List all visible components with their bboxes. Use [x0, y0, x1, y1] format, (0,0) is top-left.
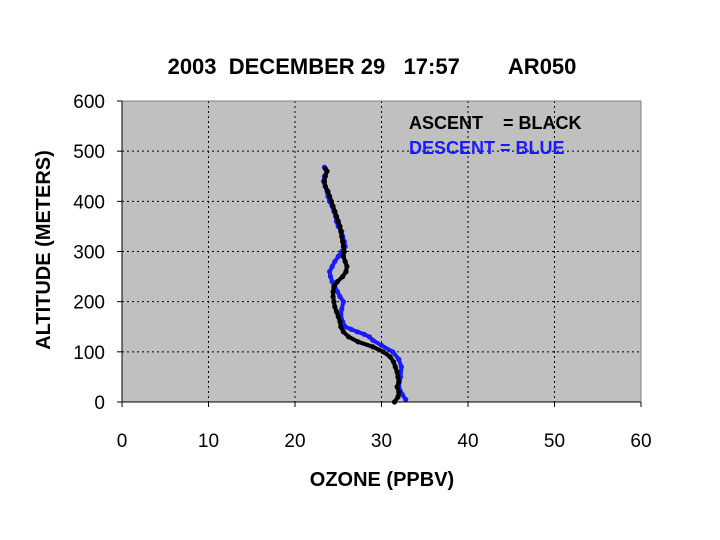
ascent-data-point — [333, 213, 340, 219]
descent-data-point — [398, 364, 404, 370]
ascent-data-point — [380, 349, 386, 355]
ascent-data-point — [344, 263, 350, 270]
ascent-data-point — [332, 208, 338, 214]
ascent-data-point — [396, 379, 402, 385]
y-tick-label: 400 — [73, 192, 105, 213]
ascent-data-point — [394, 384, 400, 390]
descent-data-point — [329, 263, 335, 270]
y-tick-label: 500 — [73, 142, 105, 163]
ascent-data-point — [346, 334, 352, 340]
ascent-data-point — [340, 243, 346, 250]
ascent-data-point — [322, 166, 328, 172]
y-tick-label: 100 — [73, 343, 105, 364]
descent-data-point — [329, 279, 335, 285]
ascent-data-point — [338, 228, 344, 234]
data-series — [320, 164, 409, 405]
ascent-data-point — [335, 218, 341, 224]
descent-data-point — [403, 396, 409, 403]
descent-data-point — [340, 299, 346, 305]
ascent-data-point — [339, 233, 345, 239]
x-tick-label: 20 — [284, 431, 305, 452]
ascent-data-point — [340, 238, 346, 245]
ascent-data-point — [341, 248, 347, 255]
ascent-data-point — [340, 253, 346, 260]
y-tick-label: 300 — [73, 243, 105, 264]
descent-data-point — [327, 274, 334, 280]
ascent-data-point — [330, 289, 336, 295]
descent-data-point — [361, 331, 367, 337]
ascent-data-point — [395, 394, 401, 400]
descent-data-point — [354, 329, 360, 335]
descent-data-point — [348, 326, 354, 332]
descent-data-point — [335, 253, 341, 260]
legend-entry-descent: DESCENT = BLUE — [409, 138, 565, 158]
ascent-data-point — [337, 319, 343, 325]
grid-lines — [122, 101, 641, 402]
ascent-data-point — [370, 344, 376, 350]
ascent-data-point — [337, 223, 343, 229]
ascent-data-point — [333, 309, 340, 315]
ascent-data-point — [327, 193, 333, 199]
descent-data-point — [342, 324, 348, 330]
descent-data-point — [327, 269, 333, 275]
ascent-data-point — [387, 354, 393, 360]
x-tick-label: 60 — [630, 431, 651, 452]
axes — [117, 100, 642, 407]
ascent-data-point — [325, 188, 331, 194]
ascent-data-point — [331, 299, 337, 305]
ascent-data-point — [395, 374, 401, 380]
chart-title: 2003 DECEMBER 29 17:57 AR050 — [168, 54, 577, 79]
ascent-data-point — [343, 269, 349, 275]
x-tick-label: 0 — [117, 431, 128, 452]
descent-data-point — [339, 306, 345, 312]
ascent-data-point — [328, 198, 334, 204]
ascent-data-point — [340, 274, 346, 280]
descent-data-point — [378, 342, 385, 348]
ascent-data-point — [391, 359, 397, 365]
ascent-data-point — [322, 183, 328, 189]
y-tick-label: 600 — [73, 92, 105, 113]
descent-data-point — [366, 334, 372, 340]
x-axis-label: OZONE (PPBV) — [310, 469, 454, 491]
ascent-data-point — [338, 324, 344, 330]
descent-data-point — [370, 337, 376, 343]
y-tick-label: 200 — [73, 293, 105, 314]
descent-data-point — [390, 349, 396, 355]
ascent-data-point — [334, 279, 340, 285]
x-tick-label: 40 — [457, 431, 478, 452]
legend: ASCENT = BLACK DESCENT = BLUE — [409, 113, 582, 158]
ascent-data-point — [396, 389, 402, 395]
y-axis-label: ALTITUDE (METERS) — [33, 150, 55, 350]
ascent-data-point — [330, 203, 336, 209]
ascent-data-point — [322, 173, 328, 179]
ascent-data-point — [332, 304, 338, 310]
descent-data-point — [337, 294, 343, 300]
x-tick-label: 50 — [544, 431, 565, 452]
ascent-data-point — [355, 339, 361, 345]
y-tick-label: 0 — [94, 393, 105, 414]
ascent-data-point — [331, 284, 337, 290]
legend-entry-ascent: ASCENT = BLACK — [409, 113, 582, 133]
ascent-data-point — [330, 294, 336, 300]
ascent-data-point — [335, 314, 341, 320]
ascent-data-point — [392, 364, 398, 370]
descent-data-point — [332, 258, 338, 265]
ascent-data-point — [340, 329, 346, 335]
descent-data-point — [396, 356, 402, 362]
ascent-data-point — [321, 178, 327, 184]
descent-data-point — [334, 289, 340, 295]
x-tick-label: 30 — [371, 431, 392, 452]
x-tick-label: 10 — [198, 431, 219, 452]
ascent-data-point — [394, 369, 400, 375]
ascent-data-point — [342, 258, 348, 265]
